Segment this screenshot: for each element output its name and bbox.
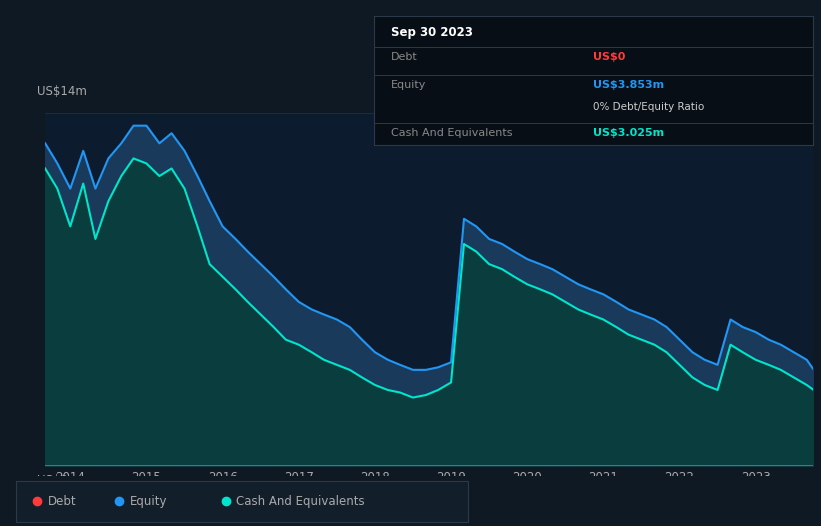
Text: US$14m: US$14m (38, 85, 87, 98)
Text: Equity: Equity (391, 80, 426, 90)
Text: US$3.853m: US$3.853m (594, 80, 664, 90)
Text: Sep 30 2023: Sep 30 2023 (391, 26, 473, 39)
FancyBboxPatch shape (16, 481, 468, 522)
Text: Debt: Debt (48, 494, 76, 508)
Text: Cash And Equivalents: Cash And Equivalents (236, 494, 365, 508)
Text: Equity: Equity (130, 494, 167, 508)
Text: US$0: US$0 (38, 473, 68, 487)
Text: US$0: US$0 (594, 52, 626, 62)
Text: Debt: Debt (391, 52, 418, 62)
Text: US$3.025m: US$3.025m (594, 128, 664, 138)
Text: Cash And Equivalents: Cash And Equivalents (391, 128, 512, 138)
Text: 0% Debt/Equity Ratio: 0% Debt/Equity Ratio (594, 102, 704, 112)
